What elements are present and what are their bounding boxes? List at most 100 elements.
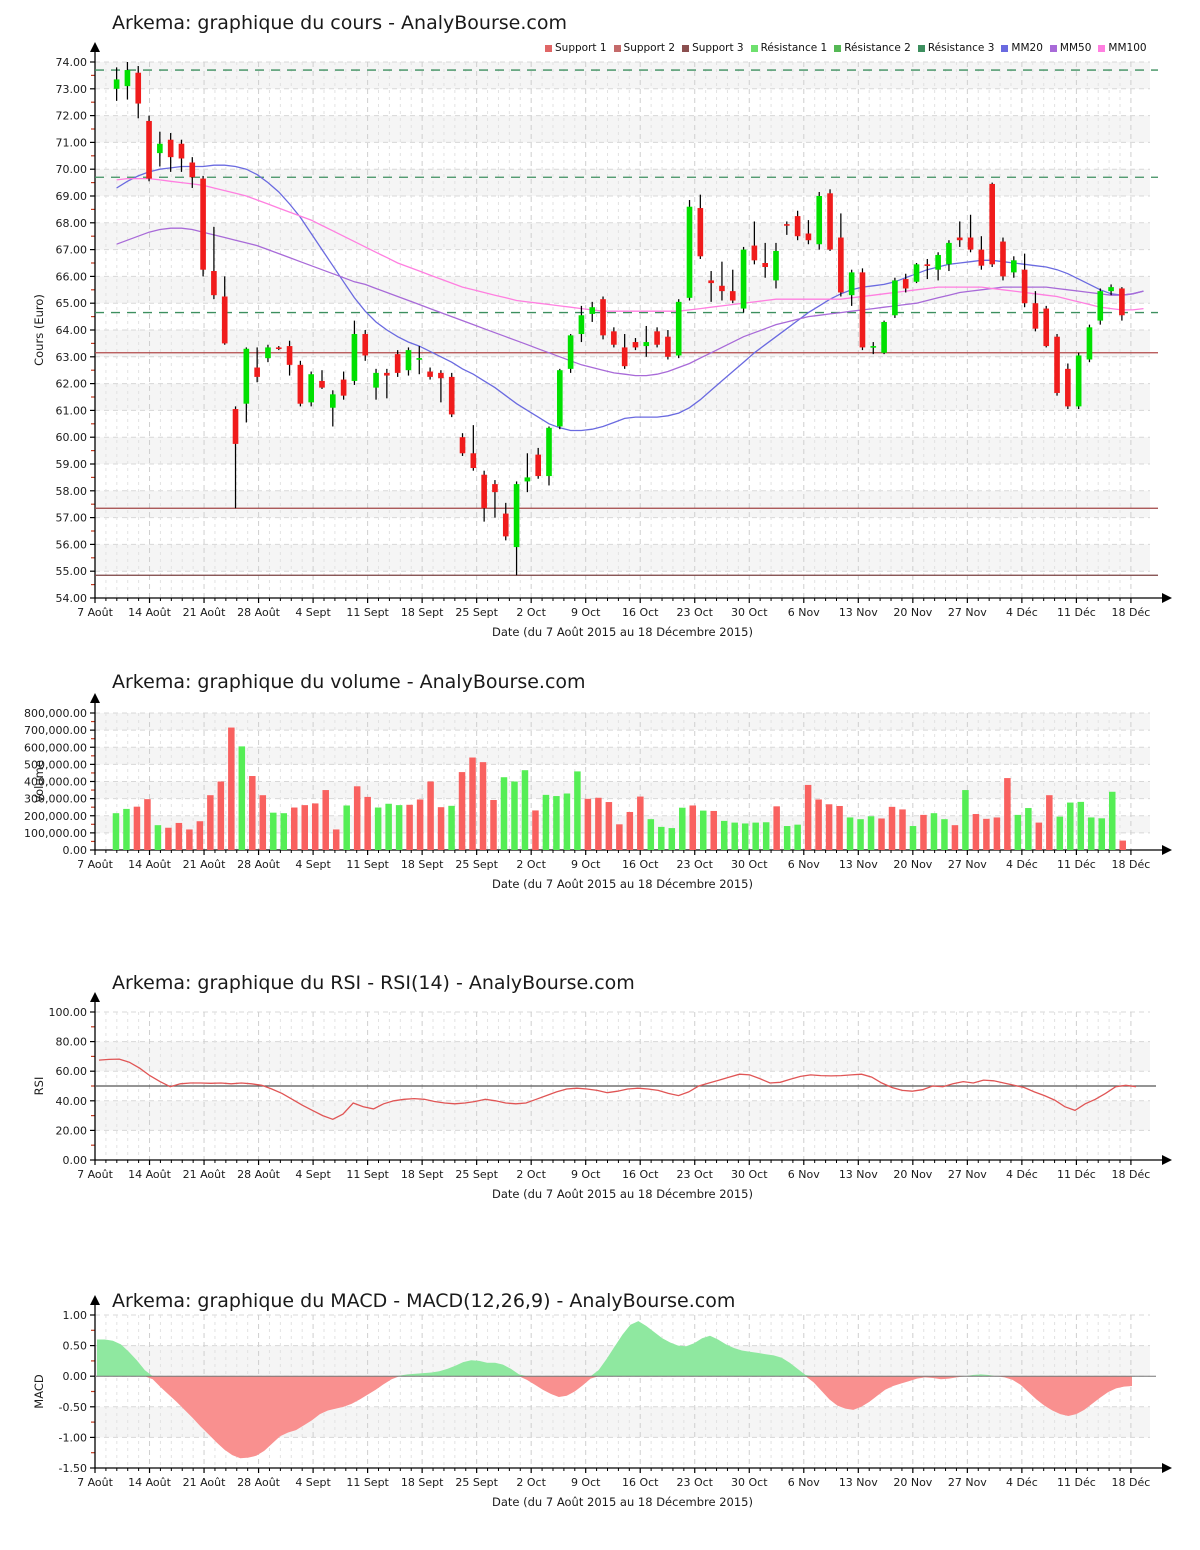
volume-bar: [647, 819, 655, 850]
candlestick: [135, 66, 142, 119]
legend-item-mm20: MM20: [1001, 42, 1043, 54]
volume-bar: [1046, 795, 1053, 850]
candlestick: [881, 320, 887, 355]
legend-swatch-icon: [1001, 44, 1009, 52]
rsi-chart-title: Arkema: graphique du RSI - RSI(14) - Ana…: [112, 972, 635, 994]
volume-bar: [1067, 802, 1074, 850]
volume-bar: [699, 810, 707, 850]
candlestick: [524, 453, 531, 493]
y-axis-tick-label: 60.00: [56, 1065, 88, 1078]
y-axis-tick-label: 65.00: [56, 297, 88, 310]
x-axis-tick-label: 18 Sept: [401, 1476, 444, 1489]
volume-bar: [794, 824, 801, 850]
price-chart-title: Arkema: graphique du cours - AnalyBourse…: [112, 12, 567, 34]
candlestick: [686, 200, 693, 301]
legend-swatch-icon: [750, 44, 758, 52]
volume-bar: [993, 817, 1001, 850]
legend-item-support-1: Support 1: [545, 42, 607, 54]
y-axis-tick-label: 0.00: [63, 1154, 88, 1167]
x-axis-tick-label: 9 Oct: [571, 1476, 601, 1489]
candlestick: [178, 139, 185, 172]
volume-bar: [605, 802, 613, 850]
y-axis-tick-label: 0.50: [63, 1340, 88, 1353]
x-axis-tick-label: 27 Nov: [948, 1476, 987, 1489]
x-axis-tick-label: 4 Sept: [295, 606, 331, 619]
candlestick: [665, 330, 671, 360]
y-axis-tick-label: 0.00: [63, 1370, 88, 1383]
volume-bar: [395, 805, 403, 850]
volume-bar: [1088, 817, 1095, 850]
x-axis-tick-label: 7 Août: [77, 606, 114, 619]
volume-bar: [752, 822, 759, 850]
volume-bar: [626, 811, 634, 850]
y-axis-tick-label: 68.00: [56, 217, 88, 230]
legend-label: Résistance 2: [844, 42, 911, 54]
x-axis-tick-label: 28 Août: [237, 858, 281, 871]
x-axis-tick-label: 30 Oct: [731, 1476, 768, 1489]
candlestick: [470, 425, 477, 471]
x-axis-tick-label: 18 Déc: [1112, 1168, 1151, 1181]
y-axis-tick-label: 55.00: [56, 565, 88, 578]
x-axis-tick-label: 18 Déc: [1112, 1476, 1151, 1489]
candlestick: [892, 277, 898, 318]
moving-average-line-mm20: [116, 164, 1144, 432]
volume-bar: [144, 799, 151, 850]
y-axis-tick-label: 67.00: [56, 244, 88, 257]
x-axis-tick-label: 6 Nov: [788, 606, 820, 619]
candlestick: [913, 263, 920, 284]
candlestick: [308, 371, 314, 407]
candlestick: [1065, 363, 1071, 410]
volume-bar: [448, 805, 455, 850]
volume-bar: [228, 727, 235, 850]
x-axis-tick-label: 20 Nov: [893, 606, 932, 619]
y-axis-tick-label: 200,000.00: [24, 810, 87, 823]
legend-item-r-sistance-2: Résistance 2: [834, 42, 911, 54]
y-axis-tick-label: 74.00: [56, 56, 88, 69]
x-axis-tick-label: 25 Sept: [455, 858, 498, 871]
volume-bar: [385, 803, 392, 850]
volume-bar: [867, 816, 875, 850]
candlestick: [416, 346, 423, 375]
x-axis-tick-label: 30 Oct: [731, 1168, 768, 1181]
candlestick: [621, 334, 628, 369]
candlestick: [729, 269, 736, 304]
y-axis-tick-label: 40.00: [56, 1095, 88, 1108]
volume-bar: [762, 822, 770, 850]
legend-item-mm100: MM100: [1098, 42, 1147, 54]
y-axis-tick-label: 63.00: [56, 351, 88, 364]
volume-bar: [374, 807, 382, 850]
volume-bar: [846, 817, 854, 850]
candlestick: [373, 368, 379, 400]
volume-bar: [553, 796, 560, 850]
x-axis-tick-label: 13 Nov: [839, 858, 878, 871]
volume-bar: [836, 805, 843, 850]
candlestick: [978, 236, 985, 270]
y-axis-tick-label: 64.00: [56, 324, 88, 337]
volume-bar: [112, 813, 120, 850]
y-axis-tick-label: 700,000.00: [24, 724, 87, 737]
x-axis-tick-label: 30 Oct: [731, 606, 768, 619]
volume-bar: [406, 804, 413, 850]
y-axis-tick-label: 61.00: [56, 404, 88, 417]
candlestick: [275, 346, 282, 351]
moving-average-line-mm50: [116, 227, 1144, 377]
x-axis-tick-label: 4 Déc: [1006, 1168, 1038, 1181]
x-axis-tick-label: 18 Sept: [401, 1168, 444, 1181]
legend-label: Résistance 3: [927, 42, 995, 54]
volume-bar: [311, 803, 319, 850]
legend-swatch-icon: [1049, 44, 1057, 52]
volume-bar: [941, 819, 948, 850]
legend-label: Support 1: [555, 42, 607, 54]
rsi-chart-svg: 0.00 20.00 40.00 60.00 80.00 100.00 7 Août 14 A…: [32, 992, 1172, 1201]
candlestick: [329, 390, 336, 427]
candlestick: [848, 269, 855, 306]
volume-bar: [217, 781, 225, 850]
volume-bar: [563, 793, 571, 850]
volume-bar: [658, 826, 665, 850]
volume-bar: [689, 805, 697, 850]
volume-bar: [930, 813, 938, 850]
legend-item-r-sistance-1: Résistance 1: [750, 42, 827, 54]
y-axis-title: Cours (Euro): [32, 294, 46, 366]
volume-bar: [668, 828, 676, 850]
y-axis-tick-label: 500,000.00: [24, 758, 87, 771]
